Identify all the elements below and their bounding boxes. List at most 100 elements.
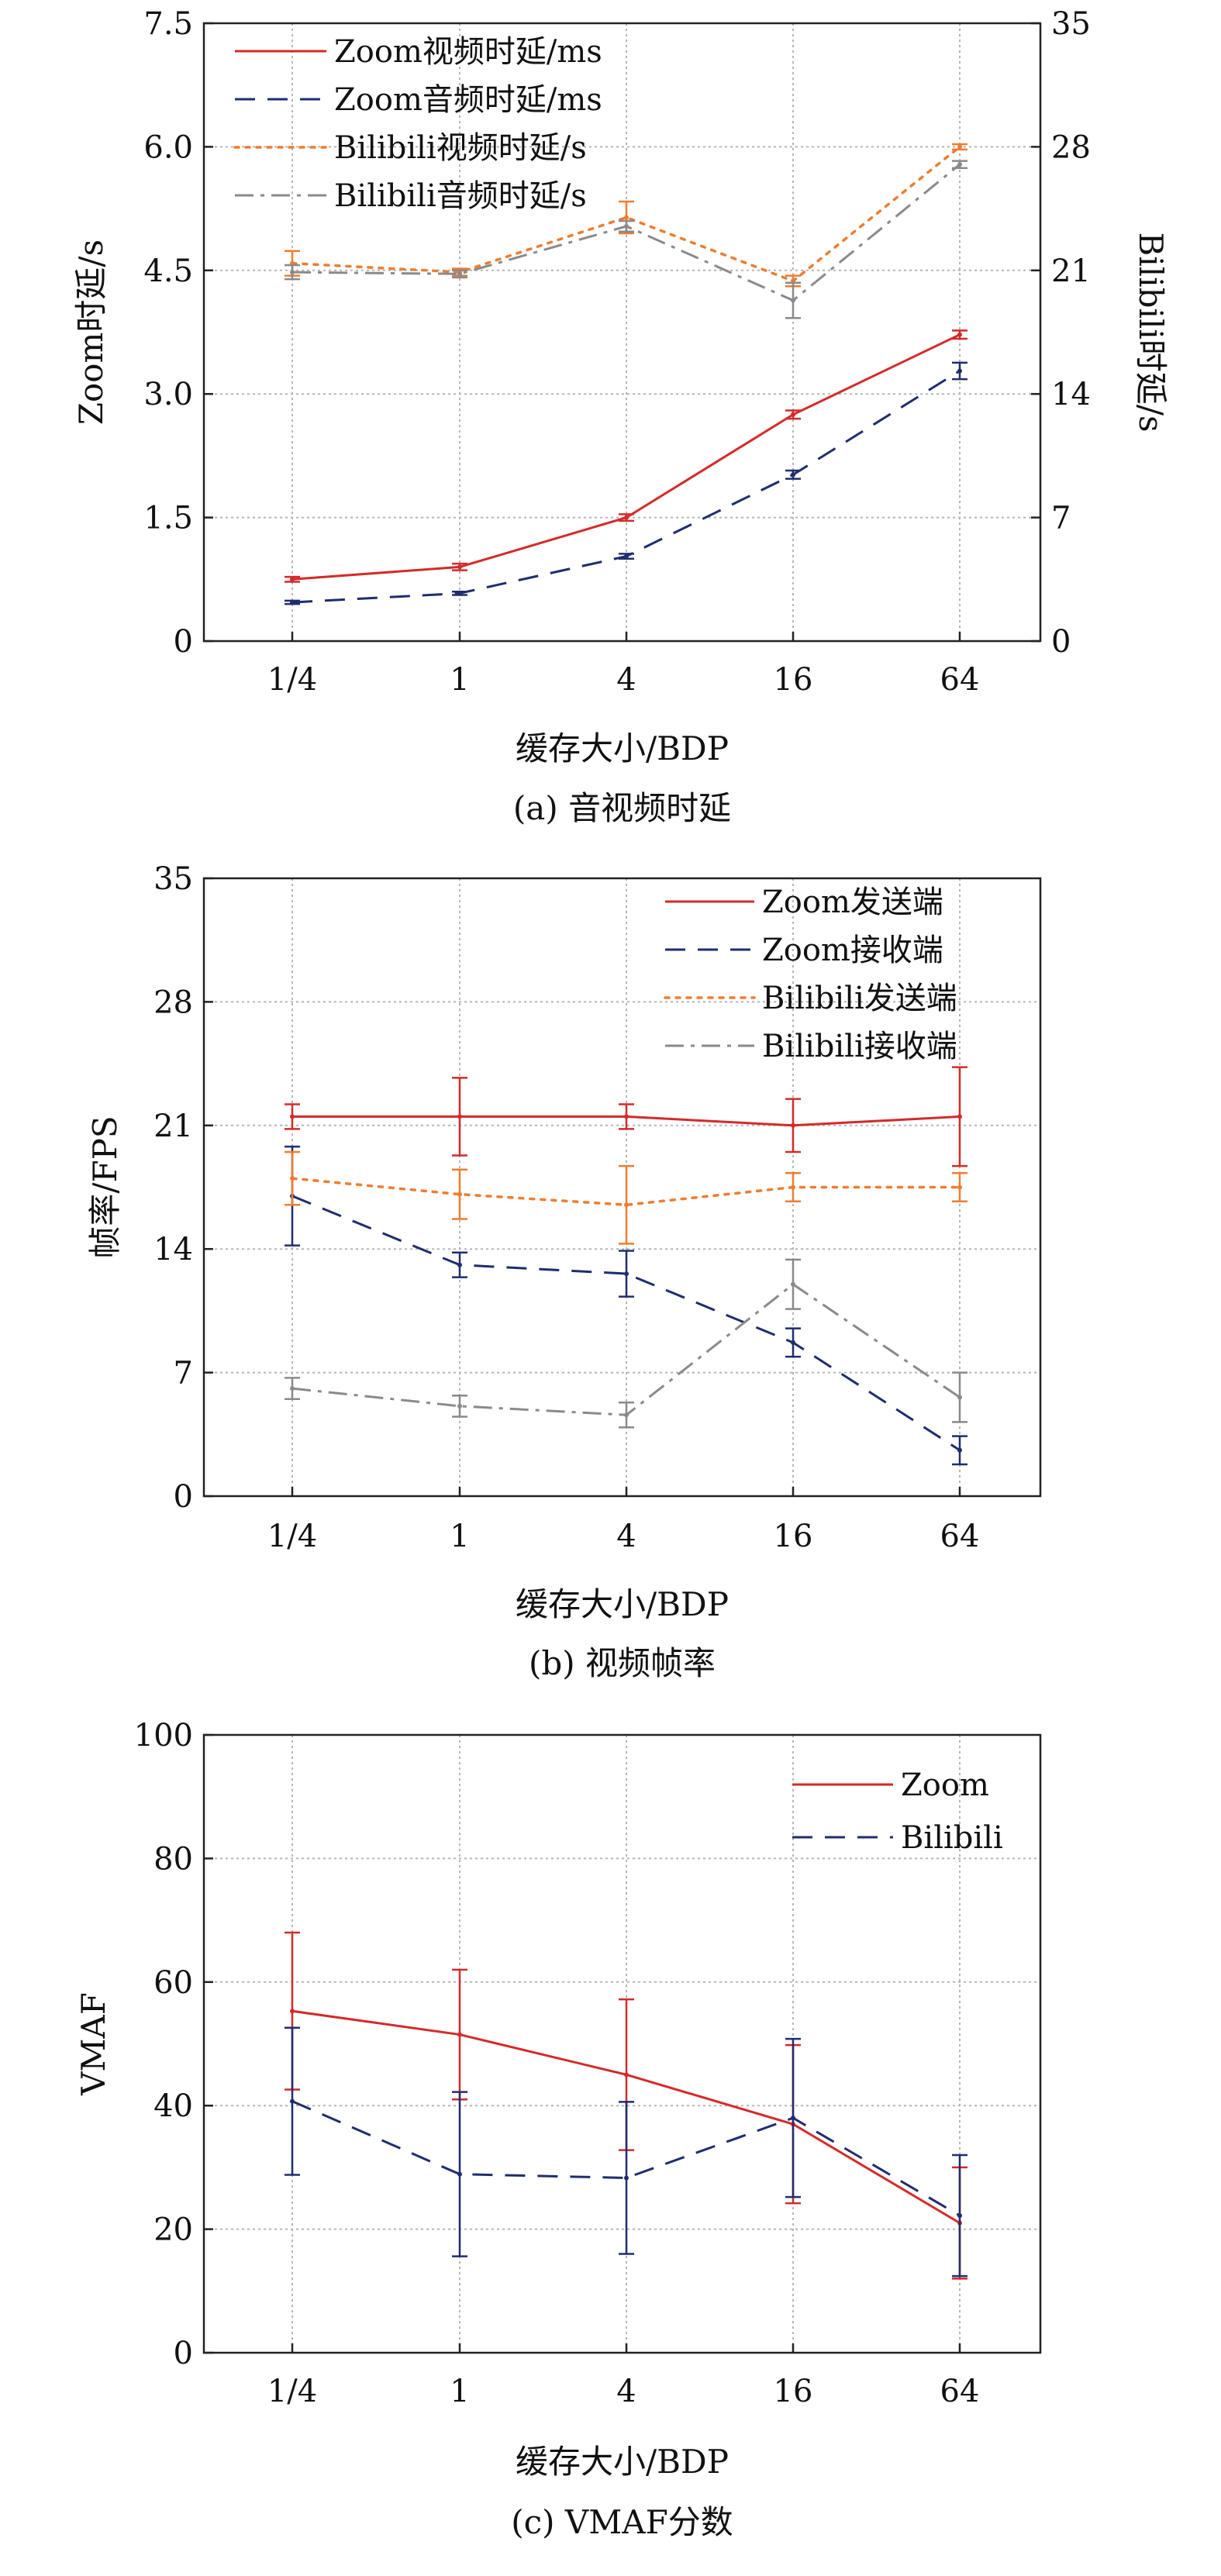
series-Bilibili接收端 (285, 1258, 967, 1429)
x-axis-label: 缓存大小/BDP (516, 1585, 729, 1623)
x-tick-label: 64 (940, 2374, 980, 2409)
data-point (457, 2171, 462, 2177)
data-point (957, 144, 962, 150)
data-point (624, 1412, 629, 1418)
legend-label: Bilibili视频时延/s (334, 130, 587, 166)
data-point (290, 577, 295, 582)
y-tick-label: 80 (153, 1841, 193, 1877)
x-tick-label: 1 (450, 2374, 469, 2409)
legend: Zoom发送端 Zoom接收端 Bilibili发送端 Bilibili接收端 (664, 885, 957, 1064)
legend-label: Bilibili音频时延/s (334, 178, 587, 214)
data-point (957, 162, 962, 167)
legend-label: Bilibili接收端 (762, 1029, 957, 1064)
plot-frame (202, 1733, 1042, 2354)
panel-caption: (b) 视频帧率 (529, 1644, 716, 1682)
x-tick-label: 64 (940, 662, 980, 698)
y-axis-label: VMAF (74, 1992, 112, 2096)
y-tick-label: 7 (174, 1356, 193, 1391)
plot-frame (202, 22, 1042, 643)
x-tick-label: 16 (774, 1519, 813, 1554)
x-axis-label: 缓存大小/BDP (516, 729, 729, 767)
x-tick-label: 16 (774, 2374, 813, 2409)
data-point (791, 1122, 795, 1128)
y-tick-label: 0 (174, 2336, 193, 2371)
data-point (290, 1176, 295, 1181)
data-point (457, 1262, 462, 1267)
data-point (957, 1395, 962, 1400)
data-point (624, 215, 629, 220)
data-point (457, 1403, 462, 1409)
data-point (791, 2116, 795, 2121)
data-point (624, 553, 629, 559)
legend-label: Bilibili (901, 1820, 1003, 1856)
y-tick-label: 1.5 (143, 501, 193, 536)
x-tick-label: 1 (450, 662, 469, 698)
y-tick-label: 20 (153, 2212, 193, 2248)
data-point (624, 1202, 629, 1208)
data-point (624, 2175, 629, 2181)
legend: Zoom视频时延/ms Zoom音频时延/ms Bilibili视频时延/s Bili… (233, 34, 602, 214)
y-right-tick-label: 21 (1051, 253, 1091, 289)
x-tick-label: 16 (774, 662, 813, 698)
data-point (957, 332, 962, 337)
x-tick-label: 4 (616, 1519, 636, 1554)
series-Zoom视频时延/ms (285, 329, 967, 583)
data-point (791, 1185, 795, 1190)
data-point (624, 515, 629, 520)
legend-label: Zoom (901, 1767, 989, 1803)
y-tick-label: 0 (174, 624, 193, 660)
chart-panel-1: 1/4 1 4 16 6401.53.04.56.07.50714212835缓存大小/… (72, 6, 1170, 827)
y-tick-label: 7.5 (143, 6, 193, 42)
data-point (290, 1114, 295, 1119)
legend-label: Zoom视频时延/ms (334, 34, 602, 70)
y-tick-label: 35 (153, 861, 193, 897)
data-point (957, 1114, 962, 1119)
y-tick-label: 40 (153, 2088, 193, 2124)
series-Bilibili (285, 2026, 967, 2278)
data-point (457, 1191, 462, 1197)
legend: Zoom Bilibili (792, 1767, 1003, 1856)
data-point (791, 298, 795, 303)
x-axis-label: 缓存大小/BDP (516, 2443, 729, 2481)
series-line (291, 1195, 961, 1452)
data-point (457, 564, 462, 570)
data-point (957, 2213, 962, 2219)
data-point (457, 1114, 462, 1119)
data-point (957, 1185, 962, 1190)
data-point (791, 412, 795, 417)
y-tick-label: 14 (153, 1232, 193, 1267)
x-tick-label: 1/4 (267, 662, 317, 698)
data-point (457, 271, 462, 277)
y-right-axis-label: Bilibili时延/s (1132, 232, 1170, 432)
data-point (624, 223, 629, 229)
x-tick-label: 4 (616, 662, 636, 698)
data-point (290, 1386, 295, 1391)
x-tick-label: 1/4 (267, 1519, 317, 1554)
series-line (291, 2100, 961, 2217)
data-point (457, 2032, 462, 2037)
series-Zoom音频时延/ms (285, 361, 967, 605)
legend-label: Zoom发送端 (762, 885, 943, 920)
data-point (290, 600, 295, 605)
data-point (957, 1447, 962, 1453)
x-tick-label: 1 (450, 1519, 469, 1554)
y-tick-label: 28 (153, 985, 193, 1020)
legend-label: Zoom接收端 (762, 933, 943, 968)
data-point (957, 368, 962, 374)
y-tick-label: 3.0 (143, 377, 193, 412)
data-point (290, 270, 295, 275)
legend-label: Zoom音频时延/ms (334, 82, 602, 118)
data-point (290, 2098, 295, 2104)
y-tick-label: 21 (153, 1109, 193, 1144)
panel-caption: (a) 音视频时延 (513, 789, 731, 827)
y-axis-label: Zoom时延/s (72, 240, 110, 425)
data-point (791, 472, 795, 478)
series-Bilibili发送端 (285, 1150, 967, 1245)
y-tick-label: 0 (174, 1479, 193, 1515)
y-tick-label: 6.0 (143, 129, 193, 165)
x-tick-label: 4 (616, 2374, 636, 2409)
y-right-tick-label: 0 (1051, 624, 1071, 660)
data-point (791, 1340, 795, 1345)
